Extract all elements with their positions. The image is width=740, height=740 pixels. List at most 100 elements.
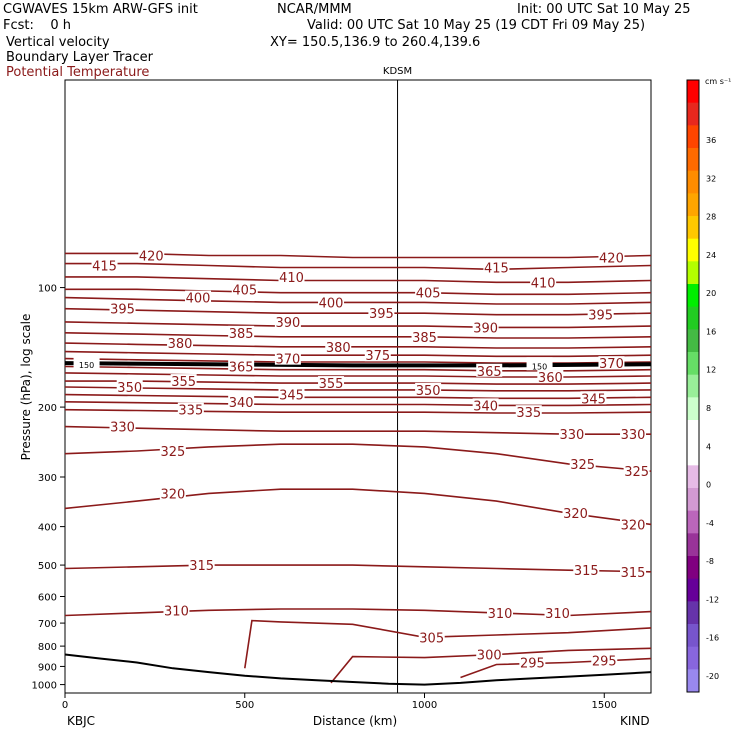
theta-contour-395 [64,307,652,316]
contour-label: 320 [563,507,588,522]
theta-contour-350 [64,386,652,392]
contour-label-bg [415,382,442,396]
contour-label-bg [472,398,499,412]
terrain-line [64,653,652,686]
contour-label-bg [163,603,190,617]
contour-label-bg [415,285,442,299]
colorbar-swatch [687,397,699,421]
theta-contour-335 [64,408,652,414]
contour-label: 315 [574,564,599,579]
contour-label: 335 [178,404,203,419]
colorbar-swatch [687,624,699,648]
colorbar-swatch [687,148,699,172]
contour-label: 415 [92,260,117,275]
colorbar-swatch [687,80,699,104]
theta-contour-400 [64,296,652,305]
theta-contour-390 [64,321,652,329]
contour-label: 390 [275,316,300,331]
contour-label-bg [170,374,197,388]
contour-label-bg [598,356,625,370]
contour-label: 355 [171,375,196,390]
contour-label-bg [483,260,510,274]
x-tick-label: 1000 [412,700,437,711]
colorbar-swatch [687,533,699,557]
contour-label-bg [318,295,345,309]
contour-label-bg [185,290,212,304]
colorbar-units: cm s⁻¹ [705,77,731,86]
colorbar-label: 0 [706,481,711,490]
contour-label: 360 [538,371,563,386]
theta-contour-415 [65,262,652,271]
contour-label-bg [274,351,301,365]
theta-contour-300 [330,647,652,684]
colorbar-label: -20 [706,672,719,681]
contour-label-bg [228,359,255,373]
contour-label-bg [472,320,499,334]
colorbar-swatch [687,442,699,466]
x-tick-label: 1500 [592,700,617,711]
contour-label: 355 [319,377,344,392]
contour-label: 320 [160,487,185,502]
theta-contour-325 [64,443,652,472]
contour-label: 395 [369,307,394,322]
colorbar-swatch [687,556,699,580]
contour-label: 405 [416,287,441,302]
top-label: KDSM [383,66,412,77]
contour-label-bg [562,506,589,520]
endpoint-label-start: KBJC [67,714,95,728]
colorbar-label: 24 [706,251,716,260]
contour-label-bg [587,307,614,321]
cross-section-xy: XY= 150.5,136.9 to 260.4,139.6 [270,35,481,50]
contour-label-bg [558,427,585,441]
contour-label: 385 [412,331,437,346]
contour-label-bg [368,306,395,320]
contour-label-bg [530,275,557,289]
contour-label-bg [138,248,165,262]
contour-label-bg [73,356,100,370]
contour-label: 370 [599,357,624,372]
field-potential-temperature: Potential Temperature [6,65,150,80]
contour-label: 395 [110,303,135,318]
y-tick-label: 400 [38,523,57,534]
colorbar-swatch [687,284,699,308]
contour-label: 365 [477,365,502,380]
contour-label: 150 [532,362,547,371]
contour-label-bg [411,329,438,343]
contour-label-bg [623,464,650,478]
contour-label: 340 [229,396,254,411]
contour-label: 325 [624,465,649,480]
theta-contour-305 [244,619,652,669]
colorbar-swatch [687,329,699,353]
contour-label: 370 [275,353,300,368]
theta-contour-310 [64,608,652,617]
contour-label-bg [580,391,607,405]
contour-label: 335 [516,406,541,421]
contour-label: 350 [117,381,142,396]
x-tick-label: 500 [235,700,254,711]
x-tick-label: 0 [62,700,68,711]
contour-label: 295 [520,657,545,672]
contour-label-bg [519,655,546,669]
x-axis-label: Distance (km) [313,714,397,728]
contour-label-bg [544,605,571,619]
contour-label-bg [526,357,553,371]
theta-contour-375 [64,350,652,358]
y-tick-label: 700 [38,619,57,630]
contour-label: 380 [326,341,351,356]
contour-label-bg [591,653,618,667]
contour-label: 305 [419,631,444,646]
contour-label-bg [159,486,186,500]
contour-label: 310 [164,604,189,619]
contour-label: 300 [477,649,502,664]
contour-label: 295 [592,655,617,670]
contour-label: 400 [186,292,211,307]
contour-label-bg [598,250,625,264]
colorbar-label: 16 [706,327,716,336]
colorbar-swatch [687,102,699,126]
contour-label: 345 [279,389,304,404]
contour-label-bg [109,419,136,433]
init-time: Init: 00 UTC Sat 10 May 25 [517,2,691,17]
colorbar-swatch [687,125,699,149]
colorbar-swatch [687,170,699,194]
